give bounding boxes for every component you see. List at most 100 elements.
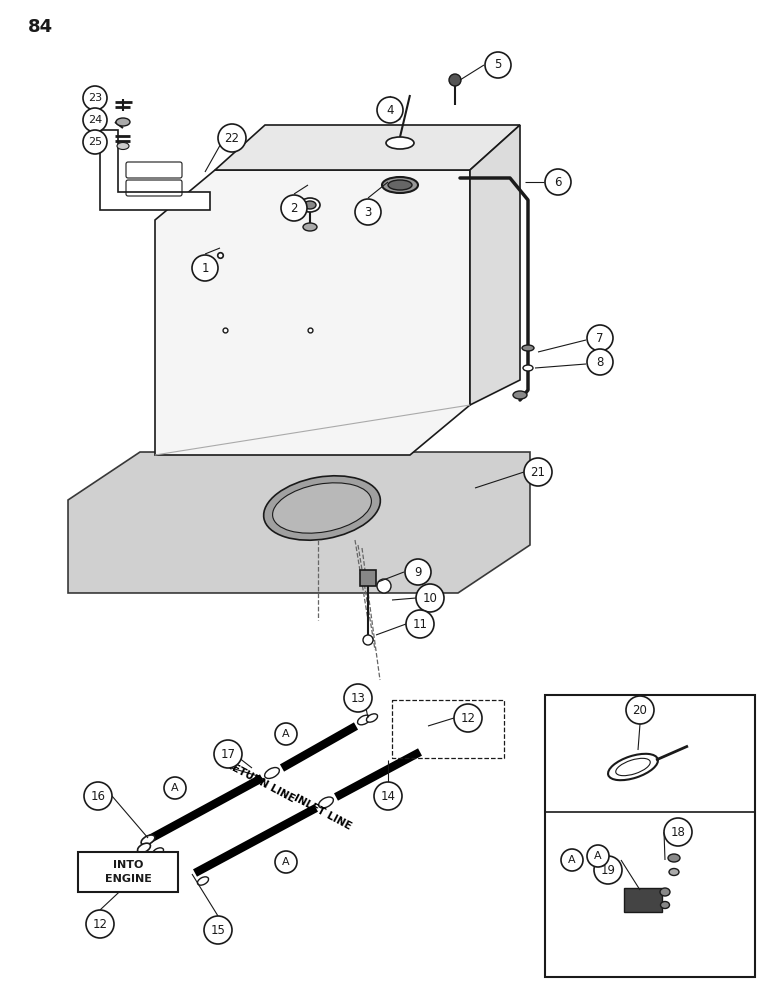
Ellipse shape	[116, 118, 130, 126]
Circle shape	[405, 559, 431, 585]
Ellipse shape	[357, 715, 370, 725]
Text: 7: 7	[596, 332, 604, 344]
Circle shape	[545, 169, 571, 195]
Ellipse shape	[615, 758, 651, 776]
Circle shape	[377, 579, 391, 593]
Text: INTO: INTO	[113, 860, 144, 870]
Ellipse shape	[318, 797, 333, 808]
Text: 17: 17	[221, 748, 236, 760]
Text: A: A	[594, 851, 602, 861]
Circle shape	[594, 856, 622, 884]
Ellipse shape	[388, 180, 412, 190]
Ellipse shape	[522, 345, 534, 351]
Text: 18: 18	[671, 826, 686, 838]
Circle shape	[363, 635, 373, 645]
Circle shape	[355, 199, 381, 225]
Ellipse shape	[117, 142, 129, 149]
Text: A: A	[568, 855, 576, 865]
Ellipse shape	[367, 714, 378, 722]
Text: 2: 2	[290, 202, 298, 215]
FancyBboxPatch shape	[360, 570, 376, 586]
Text: 20: 20	[633, 704, 647, 716]
Circle shape	[377, 97, 403, 123]
Ellipse shape	[300, 198, 320, 212]
Text: 12: 12	[460, 712, 476, 724]
Text: 21: 21	[530, 466, 545, 479]
Text: 8: 8	[597, 356, 604, 368]
Ellipse shape	[272, 483, 371, 533]
Ellipse shape	[669, 868, 679, 876]
FancyBboxPatch shape	[624, 888, 662, 912]
Text: 22: 22	[225, 131, 239, 144]
Circle shape	[626, 696, 654, 724]
Text: 14: 14	[381, 790, 395, 802]
Circle shape	[485, 52, 511, 78]
Text: 25: 25	[88, 137, 102, 147]
Text: INLET LINE: INLET LINE	[292, 793, 353, 831]
Text: 6: 6	[555, 176, 562, 188]
Circle shape	[84, 782, 112, 810]
Text: 23: 23	[88, 93, 102, 103]
Circle shape	[587, 845, 609, 867]
Circle shape	[524, 458, 552, 486]
Text: A: A	[282, 857, 290, 867]
Text: 3: 3	[364, 206, 372, 219]
Polygon shape	[100, 130, 210, 210]
Text: 15: 15	[211, 924, 225, 936]
Text: 10: 10	[423, 591, 438, 604]
Circle shape	[416, 584, 444, 612]
Circle shape	[83, 86, 107, 110]
Ellipse shape	[304, 201, 316, 209]
Circle shape	[281, 195, 307, 221]
Circle shape	[275, 851, 297, 873]
Text: 9: 9	[414, 566, 422, 578]
Polygon shape	[68, 452, 530, 593]
Text: A: A	[171, 783, 179, 793]
Text: 5: 5	[495, 58, 502, 72]
Ellipse shape	[608, 754, 658, 780]
Text: 4: 4	[386, 104, 394, 116]
Circle shape	[344, 684, 372, 712]
Circle shape	[664, 818, 692, 846]
Ellipse shape	[513, 391, 527, 399]
Text: RETURN LINE: RETURN LINE	[223, 759, 296, 805]
Text: 12: 12	[93, 918, 108, 930]
Text: 11: 11	[413, 617, 427, 631]
Bar	[545, 695, 755, 977]
Bar	[392, 700, 504, 758]
Ellipse shape	[382, 177, 418, 193]
Circle shape	[374, 782, 402, 810]
Circle shape	[83, 130, 107, 154]
Bar	[78, 852, 178, 892]
Text: 84: 84	[28, 18, 53, 36]
Text: 1: 1	[201, 261, 209, 274]
Polygon shape	[155, 170, 470, 455]
Text: 13: 13	[350, 692, 366, 704]
Circle shape	[275, 723, 297, 745]
Circle shape	[587, 325, 613, 351]
Circle shape	[449, 74, 461, 86]
Ellipse shape	[668, 854, 680, 862]
Ellipse shape	[197, 877, 208, 885]
Circle shape	[587, 349, 613, 375]
Text: 16: 16	[90, 790, 105, 802]
Ellipse shape	[137, 843, 151, 853]
Circle shape	[192, 255, 218, 281]
Circle shape	[164, 777, 186, 799]
Ellipse shape	[661, 902, 669, 908]
Text: 19: 19	[601, 863, 615, 876]
Ellipse shape	[386, 137, 414, 149]
Circle shape	[561, 849, 583, 871]
Polygon shape	[215, 125, 520, 170]
Text: ENGINE: ENGINE	[105, 874, 151, 884]
Ellipse shape	[523, 365, 533, 371]
Text: A: A	[282, 729, 290, 739]
Circle shape	[83, 108, 107, 132]
Polygon shape	[470, 125, 520, 405]
Circle shape	[454, 704, 482, 732]
Ellipse shape	[141, 835, 155, 845]
Text: 24: 24	[88, 115, 102, 125]
Ellipse shape	[660, 888, 670, 896]
Ellipse shape	[264, 476, 381, 540]
Circle shape	[406, 610, 434, 638]
